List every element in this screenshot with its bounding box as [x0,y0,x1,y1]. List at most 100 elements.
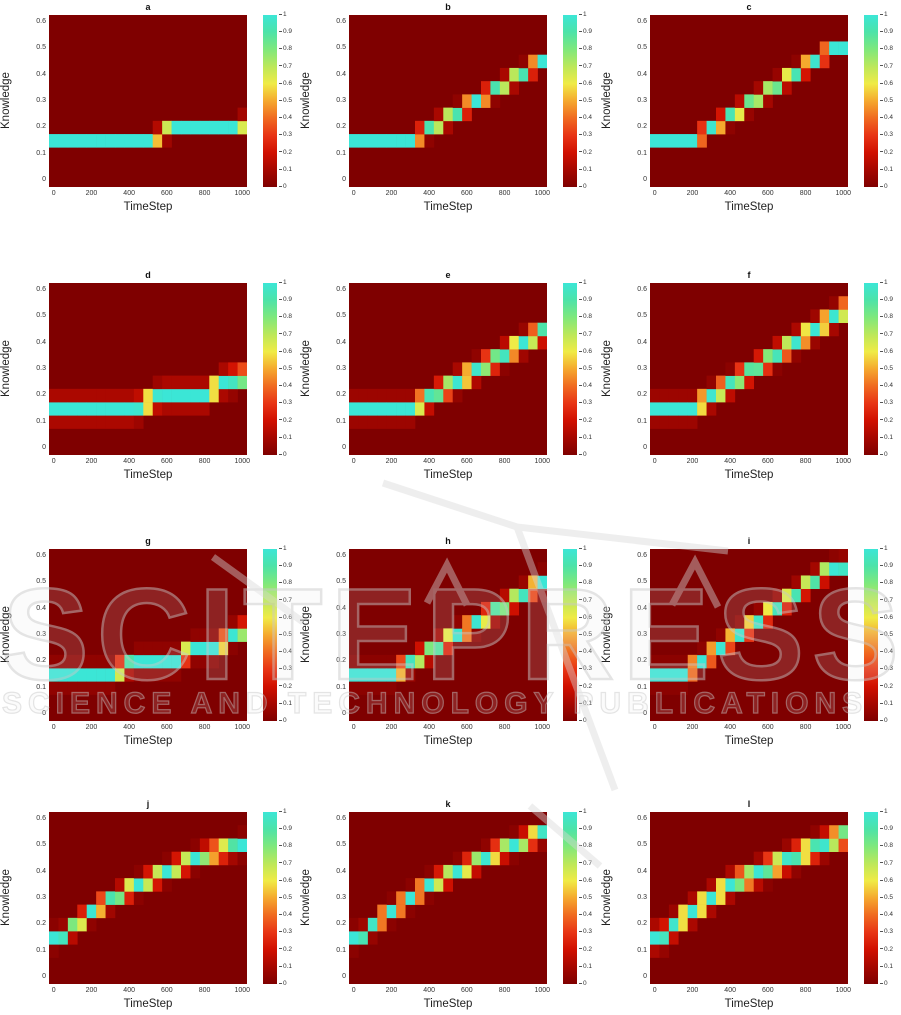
colorbar-tick-label: 0.6 [579,877,592,884]
heatmap-subplot: f Knowledge 0 0.1 0.2 0.3 0.4 0.5 0.6 0 200 400 6… [601,270,901,510]
colorbar-tick-label: 0.5 [579,365,592,372]
colorbar-tick-label: 0.3 [579,665,592,672]
y-tick-label: 0.4 [36,867,46,875]
y-tick-label: 0.5 [36,44,46,52]
y-tick-label: 0.4 [637,867,647,875]
colorbar [263,283,277,455]
x-tick-label: 400 [724,987,736,994]
y-tick-label: 0 [42,444,46,452]
colorbar [563,549,577,721]
y-tick-label: 0.1 [36,149,46,157]
x-tick-label: 800 [799,458,812,465]
colorbar-tick-label: 0.8 [579,313,592,320]
x-tick-label: 600 [161,724,173,731]
subplot-title: e [445,270,451,280]
colorbar-tick-label: 0.8 [880,313,893,320]
x-axis-label: TimeStep [423,735,473,747]
y-tick-label: 0.4 [637,70,647,78]
colorbar-tick-labels: 0 0.1 0.2 0.3 0.4 0.5 0.6 0.7 0.8 0.9 1 [880,545,901,724]
colorbar-tick-label: 0.9 [579,562,592,569]
x-tick-label: 1000 [835,724,852,731]
colorbar-tick-label: 0.9 [279,562,292,569]
x-tick-label: 200 [385,190,398,197]
y-tick-label: 0.3 [336,365,346,372]
x-tick-label: 400 [123,987,135,994]
x-tick-label: 0 [652,987,657,994]
y-tick-label: 0.2 [637,391,647,399]
colorbar-tick-label: 0.5 [880,631,893,638]
x-tick-label: 400 [724,458,736,465]
colorbar-tick-label: 0.7 [279,597,292,604]
colorbar-tick-label: 0.2 [279,683,292,690]
colorbar-tick-label: 0.4 [279,382,292,389]
x-tick-label: 400 [423,724,435,731]
heatmap-plot-area [650,283,848,455]
colorbar-tick-label: 0.1 [579,700,592,707]
x-tick-label: 0 [351,724,356,731]
colorbar-tick-label: 0.5 [579,97,592,104]
colorbar-tick-label: 0.7 [579,63,592,70]
heatmap-subplot: h Knowledge 0 0.1 0.2 0.3 0.4 0.5 0.6 0 200 400 6… [300,536,600,776]
x-tick-label: 400 [123,724,135,731]
y-tick-label: 0.6 [336,17,346,25]
colorbar-tick-label: 0 [279,451,287,458]
colorbar-tick-label: 0.3 [279,665,292,672]
colorbar-tick-label: 0.4 [880,648,893,655]
subplot-title: j [146,799,150,809]
x-tick-label: 0 [51,458,56,465]
y-tick-label: 0.1 [637,683,647,691]
x-axis-label: TimeStep [123,735,173,747]
y-tick-label: 0.1 [637,946,647,954]
colorbar-tick-label: 0.7 [880,63,893,70]
x-tick-label: 600 [161,458,173,465]
colorbar-tick-label: 0.1 [279,700,292,707]
colorbar-tick-label: 0.6 [279,877,292,884]
x-tick-label: 200 [686,190,699,197]
colorbar-tick-label: 0 [579,183,587,190]
heatmap-plot-area [49,15,247,187]
colorbar-tick-label: 0.5 [279,365,292,372]
x-tick-label: 1000 [534,458,551,465]
colorbar-tick-label: 0.7 [579,860,592,867]
y-tick-label: 0.6 [36,17,46,25]
x-tick-label: 600 [762,987,774,994]
colorbar-tick-label: 0.9 [279,28,292,35]
y-tick-label: 0.5 [637,841,647,849]
x-tick-label: 200 [385,987,398,994]
y-axis-label: Knowledge [601,72,613,130]
colorbar-tick-label: 0.4 [880,382,893,389]
colorbar-tick-label: 0.6 [579,80,592,87]
heatmap-canvas [49,549,247,721]
colorbar-tick-labels: 0 0.1 0.2 0.3 0.4 0.5 0.6 0.7 0.8 0.9 1 [279,279,301,458]
colorbar-tick-label: 0.9 [880,562,893,569]
heatmap-subplot: b Knowledge 0 0.1 0.2 0.3 0.4 0.5 0.6 0 200 400 6… [300,2,600,242]
x-tick-label: 400 [423,987,435,994]
heatmap-plot-area [349,812,547,984]
colorbar-tick-label: 0.2 [579,417,592,424]
heatmap-canvas [349,549,547,721]
colorbar-tick-label: 0.6 [880,80,893,87]
y-tick-label: 0.6 [336,814,346,822]
x-tick-label: 0 [51,987,56,994]
colorbar-tick-label: 0 [279,183,287,190]
x-tick-labels: 0 200 400 600 800 1000 [650,724,852,734]
y-tick-label: 0.6 [36,551,46,559]
colorbar-tick-label: 0 [579,451,587,458]
y-tick-label: 0.5 [36,578,46,586]
heatmap-subplot: g Knowledge 0 0.1 0.2 0.3 0.4 0.5 0.6 0 200 400 6… [0,536,300,776]
x-tick-label: 0 [351,987,356,994]
y-tick-label: 0.2 [336,391,346,399]
x-tick-labels: 0 200 400 600 800 1000 [650,190,851,200]
colorbar-tick-label: 0 [880,717,888,724]
colorbar-tick-labels: 0 0.1 0.2 0.3 0.4 0.5 0.6 0.7 0.8 0.9 1 [579,11,601,190]
colorbar-tick-label: 0.2 [279,946,292,953]
y-tick-label: 0.1 [36,683,46,691]
y-tick-label: 0.3 [336,894,346,901]
colorbar-tick-label: 0.3 [880,665,893,672]
colorbar-tick-label: 0.1 [880,434,893,441]
heatmap-plot-area [49,283,247,455]
y-tick-label: 0.5 [637,578,647,586]
heatmap-subplot: c Knowledge 0 0.1 0.2 0.3 0.4 0.5 0.6 0 200 400 6… [601,2,901,242]
y-tick-label: 0.4 [336,604,346,612]
